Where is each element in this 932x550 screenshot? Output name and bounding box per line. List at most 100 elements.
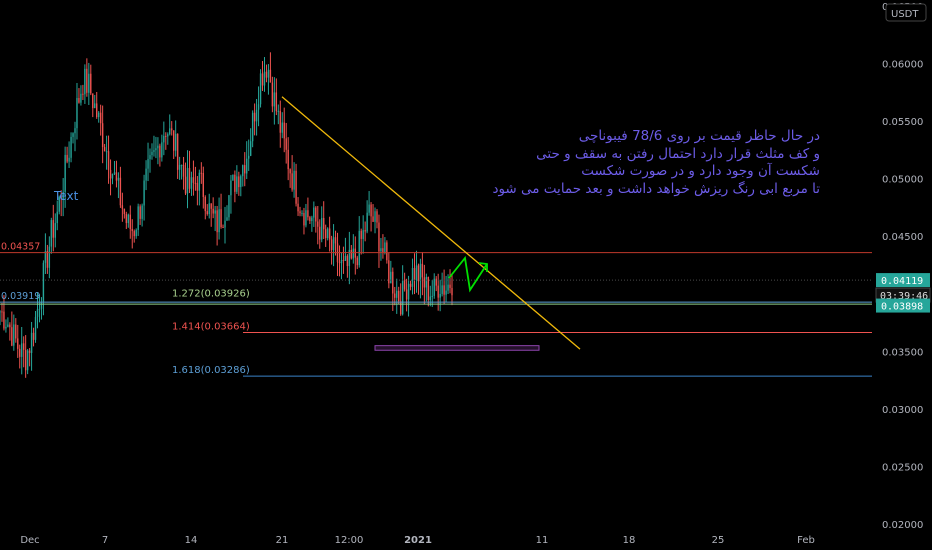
candle-body <box>76 98 78 129</box>
candle-body <box>137 206 139 230</box>
candle-body <box>403 280 406 290</box>
candle-body <box>48 246 51 268</box>
candle-body <box>90 73 92 94</box>
candle-body <box>167 134 169 137</box>
candle-body <box>36 309 39 317</box>
candle-body <box>66 154 68 162</box>
candle-body <box>433 278 435 296</box>
candle-body <box>388 260 390 284</box>
candle-body <box>234 174 236 192</box>
candle-body <box>340 260 343 264</box>
candle-body <box>96 103 98 118</box>
candle-body <box>315 207 317 222</box>
candle-body <box>368 204 370 213</box>
candle-body <box>443 285 445 295</box>
candle-body <box>417 265 420 282</box>
countdown-text: 03:39:46 <box>880 291 928 302</box>
analysis-note[interactable]: در حال حاظر قیمت بر روی 78/6 فیبوناچی و … <box>460 128 820 198</box>
candle-body <box>7 324 9 327</box>
candle-body <box>188 167 191 189</box>
candle-body <box>78 98 80 103</box>
level-price-badge <box>876 298 930 313</box>
candle-body <box>261 73 264 86</box>
candle-body <box>390 271 392 284</box>
price-tick-label: 0.05000 <box>882 175 923 186</box>
candle-body <box>273 92 276 107</box>
candle-body <box>374 211 376 222</box>
candle-body <box>242 165 244 177</box>
candle-body <box>34 316 37 340</box>
price-axis[interactable]: 0.065000.060000.055000.050000.045000.040… <box>872 0 932 550</box>
candle-body <box>115 172 118 181</box>
candle-body <box>186 167 189 194</box>
candle-body <box>172 130 175 151</box>
candle-body <box>441 285 443 294</box>
candle-body <box>401 280 404 315</box>
candle-body <box>263 71 266 86</box>
time-tick-label: 21 <box>276 535 289 546</box>
candle-body <box>190 177 193 189</box>
candle-body <box>413 267 416 281</box>
time-axis[interactable]: Dec 7 14 21 12:00 2021 11 18 25 Feb <box>20 535 815 546</box>
candle-body <box>303 212 305 226</box>
projection-arrowhead <box>478 262 488 272</box>
note-line-1: در حال حاظر قیمت بر روی 78/6 فیبوناچی <box>578 128 820 144</box>
candle-body <box>62 191 64 200</box>
candle-body <box>21 343 23 357</box>
candle-body <box>127 214 129 224</box>
text-tool-label[interactable]: Text <box>54 189 79 203</box>
projection-arrow <box>448 255 488 293</box>
candle-body <box>240 176 242 188</box>
candle-body <box>192 177 195 183</box>
candle-body <box>174 133 177 151</box>
candle-body <box>3 311 5 329</box>
candle-body <box>405 289 408 300</box>
candle-body <box>372 216 374 222</box>
candle-body <box>376 211 378 223</box>
candle-body <box>50 220 53 247</box>
candle-body <box>74 128 76 134</box>
candle-body <box>52 220 54 238</box>
candle-body <box>117 177 120 181</box>
candle-body <box>289 169 291 174</box>
candle-body <box>202 172 205 197</box>
candle-body <box>358 230 360 266</box>
candle-body <box>299 211 301 214</box>
candle-body <box>344 255 347 261</box>
candle-body <box>226 217 228 221</box>
candle-body <box>230 180 232 196</box>
candle-body <box>396 290 398 298</box>
candle-body <box>28 350 31 353</box>
candle-body <box>220 209 222 228</box>
candle-body <box>439 293 441 298</box>
candle-body <box>9 324 11 328</box>
candle-body <box>364 230 366 232</box>
candle-body <box>449 284 451 288</box>
candle-body <box>279 110 281 133</box>
candle-body <box>64 154 66 192</box>
candle-body <box>22 343 25 350</box>
candle-body <box>323 217 325 230</box>
descending-trendline <box>281 96 581 350</box>
candle-body <box>125 214 128 224</box>
fib-1618-label: 1.618(0.03286) <box>172 365 250 376</box>
candle-body <box>182 164 185 177</box>
candle-body <box>297 203 299 212</box>
candle-body <box>394 293 396 298</box>
candle-body <box>92 93 94 109</box>
candle-body <box>392 271 394 294</box>
candle-body <box>163 135 165 143</box>
candle-body <box>293 170 295 190</box>
candle-body <box>437 285 439 298</box>
candle-body <box>72 133 74 137</box>
candle-body <box>238 176 240 188</box>
candle-body <box>421 263 424 278</box>
candle-body <box>153 150 155 152</box>
candle-body <box>155 148 157 151</box>
candle-body <box>382 248 384 253</box>
candle-body <box>307 210 309 218</box>
candle-body <box>103 147 106 152</box>
candle-body <box>0 311 1 313</box>
